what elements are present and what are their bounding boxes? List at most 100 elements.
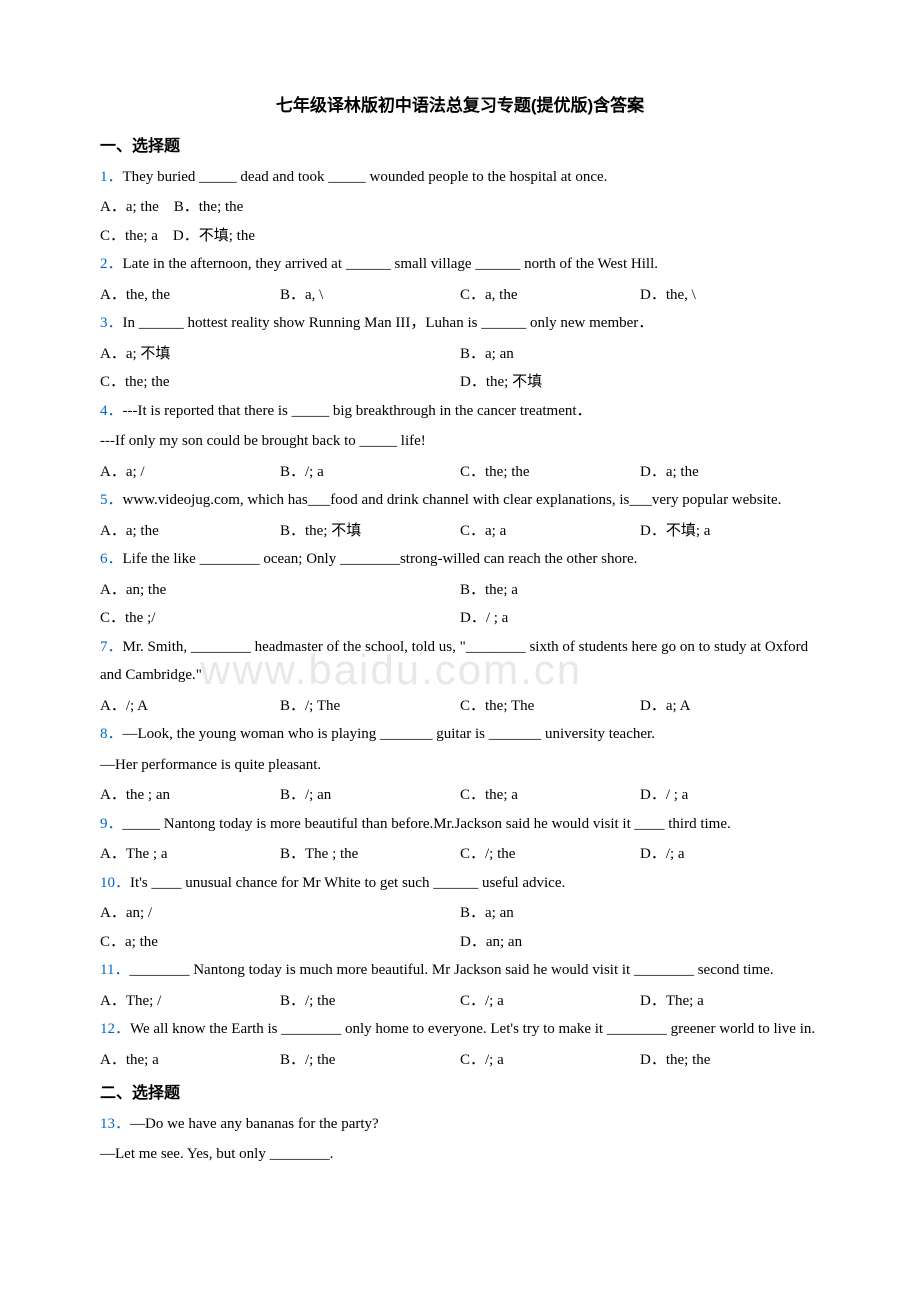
- option-d: D．/; a: [640, 840, 820, 869]
- question-9: 9．_____ Nantong today is more beautiful …: [100, 810, 820, 839]
- question-number: 2．: [100, 256, 123, 272]
- option-d: D．the; 不填: [460, 368, 542, 397]
- question-number: 10．: [100, 875, 130, 891]
- question-text: —Her performance is quite pleasant.: [100, 757, 321, 773]
- option-b: B．/; an: [280, 781, 460, 810]
- question-text: —Let me see. Yes, but only ________.: [100, 1146, 333, 1162]
- option-b: B．/; the: [280, 987, 460, 1016]
- option-d: D．不填; a: [640, 517, 820, 546]
- question-4: 4．---It is reported that there is _____ …: [100, 397, 820, 426]
- question-13-line2: —Let me see. Yes, but only ________.: [100, 1140, 820, 1169]
- document-title: 七年级译林版初中语法总复习专题(提优版)含答案: [100, 90, 820, 122]
- option-a: A．The ; a: [100, 840, 280, 869]
- question-9-options: A．The ; a B．The ; the C．/; the D．/; a: [100, 840, 820, 869]
- option-b: B．a; an: [460, 340, 514, 369]
- question-13: 13．—Do we have any bananas for the party…: [100, 1110, 820, 1139]
- question-3-options-line2: C．the; the D．the; 不填: [100, 368, 820, 397]
- option-c: C．the; a: [460, 781, 640, 810]
- section-header-2: 二、选择题: [100, 1079, 820, 1109]
- question-text: In ______ hottest reality show Running M…: [123, 315, 654, 331]
- option-b: B．/; the: [280, 1046, 460, 1075]
- option-b: B．the; 不填: [280, 517, 460, 546]
- question-number: 9．: [100, 816, 123, 832]
- option-a: A．/; A: [100, 692, 280, 721]
- question-text: —Do we have any bananas for the party?: [130, 1116, 379, 1132]
- option-d: D．the; the: [640, 1046, 820, 1075]
- option-d: D．the, \: [640, 281, 820, 310]
- question-text: It's ____ unusual chance for Mr White to…: [130, 875, 565, 891]
- option-b: B．The ; the: [280, 840, 460, 869]
- option-b: B．/; The: [280, 692, 460, 721]
- option-c: C．a; a: [460, 517, 640, 546]
- question-10-options-line2: C．a; the D．an; an: [100, 928, 820, 957]
- option-a: A．The; /: [100, 987, 280, 1016]
- option-c: C．/; a: [460, 987, 640, 1016]
- option-a: A．an; the: [100, 576, 460, 605]
- question-11-options: A．The; / B．/; the C．/; a D．The; a: [100, 987, 820, 1016]
- option-c: C．a; the: [100, 928, 460, 957]
- option-a: A．the ; an: [100, 781, 280, 810]
- option-a: A．an; /: [100, 899, 460, 928]
- question-number: 1．: [100, 169, 123, 185]
- question-5: 5．www.videojug.com, which has___food and…: [100, 486, 820, 515]
- option-a: A．a; the: [100, 199, 159, 215]
- question-text: They buried _____ dead and took _____ wo…: [123, 169, 608, 185]
- option-d: D．a; the: [640, 458, 820, 487]
- question-6-options-line2: C．the ;/ D．/ ; a: [100, 604, 820, 633]
- question-text: _____ Nantong today is more beautiful th…: [123, 816, 731, 832]
- question-6-options-line1: A．an; the B．the; a: [100, 576, 820, 605]
- question-text: Life the like ________ ocean; Only _____…: [123, 551, 638, 567]
- question-10: 10．It's ____ unusual chance for Mr White…: [100, 869, 820, 898]
- option-a: A．the, the: [100, 281, 280, 310]
- question-text: —Look, the young woman who is playing __…: [123, 726, 655, 742]
- question-10-options-line1: A．an; / B．a; an: [100, 899, 820, 928]
- option-d: D．/ ; a: [640, 781, 820, 810]
- option-d: D．an; an: [460, 928, 522, 957]
- question-3-options-line1: A．a; 不填 B．a; an: [100, 340, 820, 369]
- section-header-1: 一、选择题: [100, 132, 820, 162]
- question-number: 7．: [100, 639, 123, 655]
- option-d: D．/ ; a: [460, 604, 508, 633]
- option-c: C．the; The: [460, 692, 640, 721]
- question-number: 8．: [100, 726, 123, 742]
- option-c: C．the ;/: [100, 604, 460, 633]
- question-number: 12．: [100, 1021, 130, 1037]
- question-5-options: A．a; the B．the; 不填 C．a; a D．不填; a: [100, 517, 820, 546]
- option-d: D．不填; the: [173, 228, 255, 244]
- question-number: 5．: [100, 492, 123, 508]
- option-c: C．the; a: [100, 228, 158, 244]
- question-number: 11．: [100, 962, 129, 978]
- question-8-line2: —Her performance is quite pleasant.: [100, 751, 820, 780]
- option-d: D．The; a: [640, 987, 820, 1016]
- option-a: A．a; /: [100, 458, 280, 487]
- option-a: A．a; 不填: [100, 340, 460, 369]
- option-b: B．the; a: [460, 576, 518, 605]
- question-text: We all know the Earth is ________ only h…: [130, 1021, 815, 1037]
- question-number: 6．: [100, 551, 123, 567]
- question-1: 1．They buried _____ dead and took _____ …: [100, 163, 820, 192]
- question-text: ---It is reported that there is _____ bi…: [123, 403, 592, 419]
- option-b: B．/; a: [280, 458, 460, 487]
- question-8-options: A．the ; an B．/; an C．the; a D．/ ; a: [100, 781, 820, 810]
- question-number: 3．: [100, 315, 123, 331]
- option-c: C．a, the: [460, 281, 640, 310]
- question-text: Mr. Smith, ________ headmaster of the sc…: [100, 639, 808, 684]
- question-12: 12．We all know the Earth is ________ onl…: [100, 1015, 820, 1044]
- question-7: 7．Mr. Smith, ________ headmaster of the …: [100, 633, 820, 690]
- question-number: 4．: [100, 403, 123, 419]
- option-a: A．the; a: [100, 1046, 280, 1075]
- question-text: ________ Nantong today is much more beau…: [129, 962, 773, 978]
- option-c: C．the; the: [460, 458, 640, 487]
- option-b: B．a, \: [280, 281, 460, 310]
- option-c: C．/; the: [460, 840, 640, 869]
- question-4-line2: ---If only my son could be brought back …: [100, 427, 820, 456]
- question-7-options: A．/; A B．/; The C．the; The D．a; A: [100, 692, 820, 721]
- option-b: B．a; an: [460, 899, 514, 928]
- question-3: 3．In ______ hottest reality show Running…: [100, 309, 820, 338]
- question-2-options: A．the, the B．a, \ C．a, the D．the, \: [100, 281, 820, 310]
- question-text: Late in the afternoon, they arrived at _…: [123, 256, 658, 272]
- question-11: 11．________ Nantong today is much more b…: [100, 956, 820, 985]
- question-6: 6．Life the like ________ ocean; Only ___…: [100, 545, 820, 574]
- question-12-options: A．the; a B．/; the C．/; a D．the; the: [100, 1046, 820, 1075]
- option-c: C．the; the: [100, 368, 460, 397]
